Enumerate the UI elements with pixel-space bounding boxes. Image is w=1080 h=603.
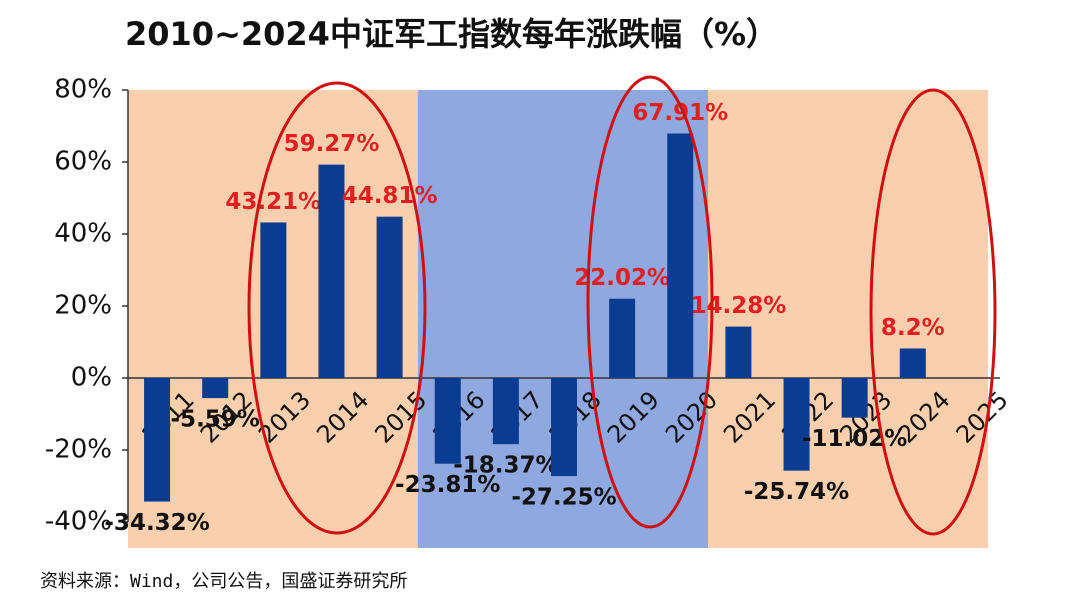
data-label: 22.02% (574, 265, 670, 291)
bar (318, 164, 345, 378)
bar (144, 378, 171, 502)
y-tick-label: 80% (54, 75, 112, 105)
data-label: -11.02% (802, 426, 907, 452)
y-tick-label: 60% (54, 147, 112, 177)
bar (899, 348, 926, 378)
data-label: 8.2% (881, 315, 945, 341)
data-label: -25.74% (744, 479, 849, 505)
y-tick-label: 0% (71, 363, 112, 393)
bar (260, 222, 287, 378)
data-label: 14.28% (691, 293, 787, 319)
bar (609, 298, 636, 378)
data-label: 43.21% (225, 189, 321, 215)
source-note: 资料来源：Wind，公司公告，国盛证券研究所 (40, 571, 407, 592)
y-tick-label: 40% (54, 219, 112, 249)
data-label: -23.81% (395, 472, 500, 498)
data-label: 59.27% (284, 131, 380, 157)
bar (551, 378, 577, 477)
bar (667, 133, 694, 378)
highlight-ellipse (586, 75, 714, 529)
zone-bg (708, 90, 988, 548)
y-tick-label: -20% (45, 435, 112, 465)
y-tick-label: 20% (54, 291, 112, 321)
data-label: -34.32% (104, 510, 209, 536)
data-label: 44.81% (342, 183, 438, 209)
bar (202, 378, 229, 399)
data-label: -18.37% (453, 453, 558, 479)
highlight-ellipse (247, 81, 427, 535)
bar (725, 326, 752, 378)
highlight-ellipse (869, 88, 997, 536)
bar (434, 378, 461, 464)
y-tick-label: -40% (45, 507, 112, 537)
bar (841, 378, 868, 418)
bar (376, 216, 403, 378)
bar (492, 378, 519, 445)
bar (783, 378, 810, 471)
data-label: -5.59% (171, 407, 260, 433)
data-label: -27.25% (511, 485, 616, 511)
chart-title: 2010~2024中证军工指数每年涨跌幅（%） (125, 15, 778, 53)
